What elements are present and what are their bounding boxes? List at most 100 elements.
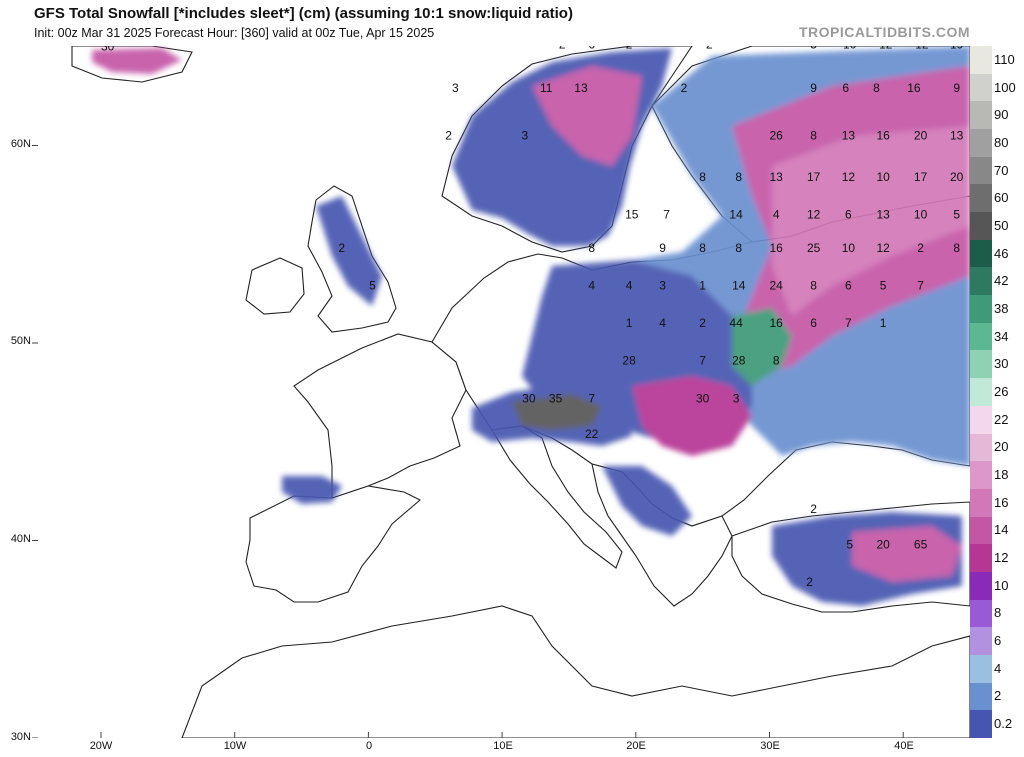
snow-value-label: 7 [917,279,924,293]
legend-swatch [970,682,992,711]
snow-value-label: 30 [696,391,710,405]
snow-value-label: 1 [626,316,633,330]
legend-swatch [970,571,992,601]
lat-label-40n: 40N [10,533,31,545]
lon-label-40e: 40E [894,740,914,752]
legend-swatch [970,378,992,407]
legend-label: 80 [994,134,1009,150]
legend-swatch [970,461,992,490]
snow-value-label: 10 [914,208,928,222]
snow-value-label: 2 [806,575,813,589]
snow-value-label: 6 [842,81,849,95]
snow-value-label: 16 [907,81,921,95]
snow-value-label: 8 [953,241,960,255]
legend-label: 22 [994,411,1009,427]
snow-value-label: 10 [843,46,857,52]
snow-value-label: 8 [588,241,595,255]
color-legend: 110 100 90 80 70 60 50 46 42 38 34 30 26 22 20 18 16 14 12… [970,46,1024,739]
legend-swatch [970,101,992,130]
snow-value-label: 20 [950,170,964,184]
legend-swatch [970,433,992,462]
map-value-labels: 3026225101212193111329681692326813162013… [101,46,964,589]
snow-value-label: 1 [699,279,706,293]
legend-label: 8 [994,605,1002,621]
snow-value-label: 9 [810,81,817,95]
snow-turkey-pink [852,526,962,582]
snow-value-label: 3 [733,391,740,405]
legend-swatch [970,322,992,351]
snow-value-label: 9 [659,241,666,255]
snow-value-label: 7 [845,316,852,330]
snow-value-label: 2 [681,81,688,95]
legend-swatch [970,46,992,75]
snow-scandinavia-pink [532,66,642,166]
snow-value-label: 20 [876,537,890,551]
legend-swatch [970,156,992,185]
snow-value-label: 5 [810,46,817,52]
snow-value-label: 28 [732,354,746,368]
legend-swatch [970,516,992,545]
snow-value-label: 8 [810,279,817,293]
snow-value-label: 6 [810,316,817,330]
legend-label: 4 [994,660,1002,676]
snow-value-label: 13 [842,129,856,143]
snow-value-label: 19 [950,46,964,52]
lat-label-60n: 60N [10,138,31,150]
map-subtitle: Init: 00z Mar 31 2025 Forecast Hour: [36… [34,26,435,40]
snow-value-label: 1 [880,316,887,330]
legend-swatch [970,710,992,739]
lon-label-20w: 20W [89,740,113,752]
snow-value-label: 4 [588,279,595,293]
snow-value-label: 13 [876,208,890,222]
snow-value-label: 8 [699,170,706,184]
graticule [32,145,904,738]
snow-value-label: 6 [845,279,852,293]
snow-value-label: 2 [810,502,817,516]
snow-value-label: 4 [773,208,780,222]
snow-carpathians [632,376,752,456]
snow-value-label: 6 [588,46,595,52]
snow-value-label: 8 [873,81,880,95]
map-title: GFS Total Snowfall [*includes sleet*] (c… [34,5,573,22]
snow-value-label: 14 [729,208,743,222]
snow-value-label: 7 [663,208,670,222]
snow-value-label: 2 [338,241,345,255]
legend-swatch [970,129,992,158]
snow-russia-magenta [772,126,970,316]
snow-value-label: 20 [914,129,928,143]
legend-label: 90 [994,107,1009,123]
snow-value-label: 5 [846,537,853,551]
legend-label: 46 [994,245,1009,261]
snow-value-label: 3 [659,279,666,293]
legend-swatch [970,295,992,324]
snow-value-label: 9 [953,81,960,95]
map-header: GFS Total Snowfall [*includes sleet*] (c… [0,0,1024,46]
legend-swatch [970,350,992,379]
snow-value-label: 5 [880,279,887,293]
snow-value-label: 44 [729,316,743,330]
snow-value-label: 12 [915,46,929,52]
snow-value-label: 2 [445,129,452,143]
snow-value-label: 12 [842,170,856,184]
snow-value-label: 8 [699,241,706,255]
snow-value-label: 7 [588,391,595,405]
snow-value-label: 2 [559,46,566,52]
legend-label: 6 [994,633,1002,649]
snow-value-label: 10 [876,170,890,184]
snow-value-label: 17 [807,170,821,184]
legend-swatch [970,73,992,102]
snowfall-shading [92,46,970,606]
lon-label-30e: 30E [760,740,780,752]
snow-alps-core [512,394,602,430]
snow-value-label: 3 [521,129,528,143]
snow-value-label: 8 [735,241,742,255]
legend-swatch [970,405,992,434]
snow-value-label: 22 [585,427,599,441]
snow-value-label: 6 [845,208,852,222]
snow-value-label: 2 [699,316,706,330]
snowfall-map: 3026225101212193111329681692326813162013… [32,46,970,738]
legend-swatch [970,267,992,296]
snow-value-label: 12 [876,241,890,255]
legend-label: 20 [994,439,1009,455]
snow-value-label: 4 [659,316,666,330]
